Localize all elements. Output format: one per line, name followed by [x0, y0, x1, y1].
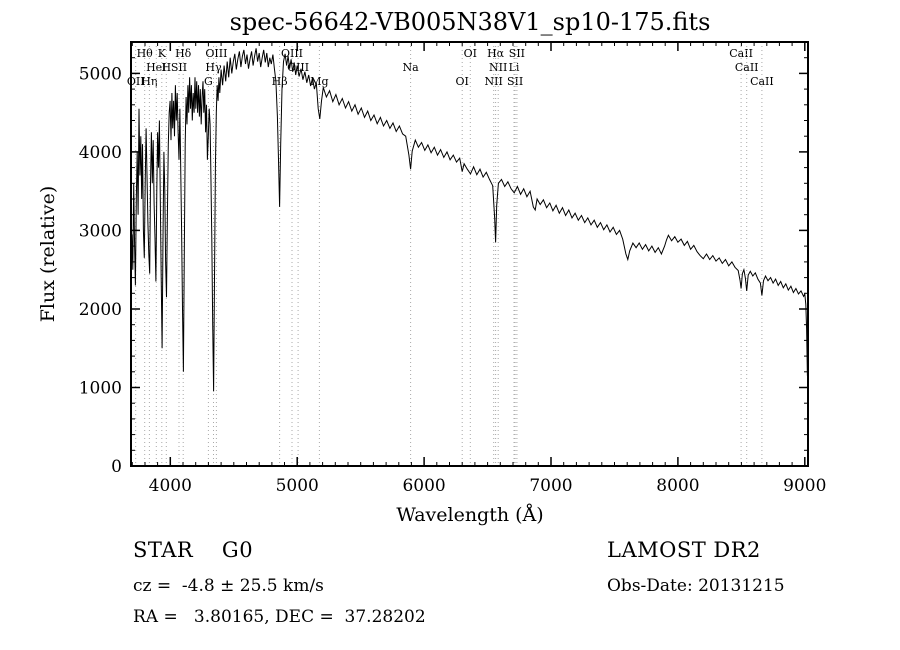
spectral-line-label: CaII — [735, 61, 759, 74]
object-class-label: STAR G0 — [133, 538, 254, 562]
y-axis-label: Flux (relative) — [37, 186, 59, 323]
survey-label: LAMOST DR2 — [607, 538, 761, 562]
spectrum-line — [130, 48, 808, 392]
spectral-line-label: SII — [509, 47, 525, 60]
y-tick-label: 3000 — [79, 221, 122, 241]
x-tick-label: 6000 — [402, 476, 445, 496]
spectral-line-label: Hδ — [175, 47, 192, 60]
x-tick-label: 4000 — [149, 476, 192, 496]
spectral-line-label: K — [158, 47, 167, 60]
y-tick-label: 1000 — [79, 379, 122, 399]
x-axis-label: Wavelength (Å) — [396, 504, 543, 526]
spectral-line-label: Hη — [141, 75, 157, 88]
coordinates-text: RA = 3.80165, DEC = 37.28202 — [133, 607, 426, 627]
spectral-line-label: CaII — [750, 75, 774, 88]
obs-date-text: Obs-Date: 20131215 — [607, 576, 785, 596]
plot-box — [130, 41, 809, 467]
spectral-line-label: Hα — [487, 47, 505, 60]
spectral-line-label: G — [204, 75, 213, 88]
x-tick-label: 5000 — [276, 476, 319, 496]
spectrum-plot: spec-56642-VB005N38V1_sp10-175.fits OIIH… — [37, 8, 826, 526]
radial-velocity-text: cz = -4.8 ± 25.5 km/s — [133, 576, 324, 596]
spectral-line-label: OIII — [205, 47, 227, 60]
spectral-line-label: Li — [509, 61, 520, 74]
spectral-line-label: Hθ — [137, 47, 154, 60]
spectral-line-label: Mg — [310, 75, 328, 88]
spectral-line-label: NII — [485, 75, 503, 88]
spectral-line-label: Hβ — [272, 75, 288, 88]
y-tick-label: 5000 — [79, 64, 122, 84]
x-tick-label: 8000 — [656, 476, 699, 496]
spectral-line-label: OI — [456, 75, 469, 88]
x-tick-label: 9000 — [783, 476, 826, 496]
y-tick-label: 2000 — [79, 300, 122, 320]
spectral-line-label: OI — [464, 47, 477, 60]
spectral-line-label: Hγ — [205, 61, 222, 74]
plot-title: spec-56642-VB005N38V1_sp10-175.fits — [230, 8, 711, 36]
y-tick-label: 0 — [111, 457, 122, 477]
y-tick-label: 4000 — [79, 143, 122, 163]
spectral-line-label: NII — [489, 61, 507, 74]
spectral-line-label: Na — [403, 61, 420, 74]
spectral-line-label: SII — [171, 61, 187, 74]
spectral-line-label: SII — [507, 75, 523, 88]
spectral-line-label: CaII — [729, 47, 753, 60]
spectral-line-label: H — [162, 61, 172, 74]
x-tick-label: 7000 — [529, 476, 572, 496]
